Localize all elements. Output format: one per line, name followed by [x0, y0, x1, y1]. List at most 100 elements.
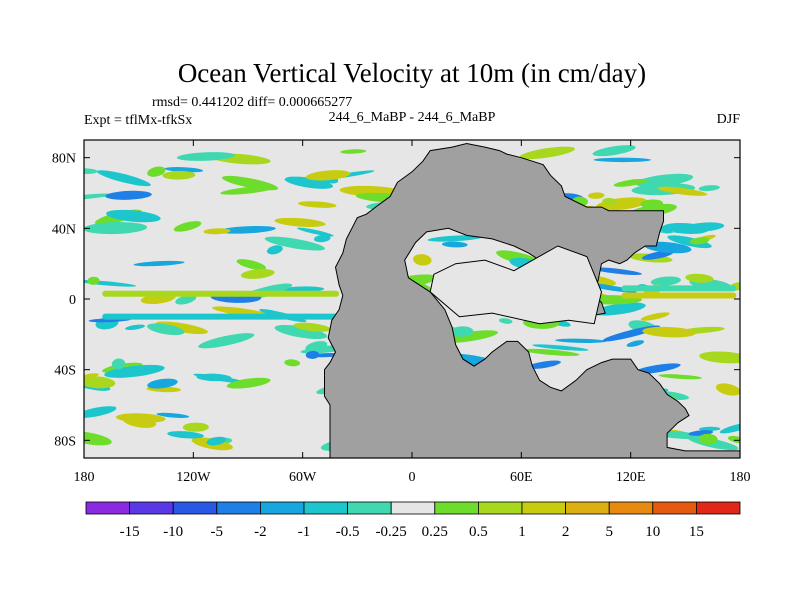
- equatorial-band: [102, 313, 340, 320]
- velocity-contour: [133, 260, 185, 267]
- colorbar-swatch: [216, 501, 261, 515]
- land-mask: [324, 142, 740, 458]
- case-label: 244_6_MaBP - 244_6_MaBP: [329, 110, 496, 125]
- colorbar-swatch: [259, 501, 305, 515]
- y-tick-label: 0: [69, 293, 76, 308]
- velocity-contour: [658, 374, 702, 380]
- velocity-contour: [719, 422, 740, 434]
- velocity-contour: [125, 324, 145, 331]
- velocity-contour: [284, 359, 301, 367]
- velocity-contour: [532, 344, 589, 351]
- colorbar-label: 0.25: [422, 524, 448, 540]
- velocity-contour: [217, 225, 276, 234]
- velocity-contour: [146, 323, 185, 336]
- velocity-contour: [698, 185, 720, 192]
- velocity-contour: [642, 326, 696, 338]
- colorbar-swatch: [477, 501, 523, 515]
- velocity-contour: [203, 228, 231, 235]
- velocity-contour: [198, 333, 255, 349]
- velocity-contour: [297, 227, 334, 237]
- velocity-contour: [236, 259, 267, 270]
- colorbar-swatch: [565, 501, 610, 515]
- velocity-contour: [689, 237, 710, 245]
- velocity-contour: [182, 422, 209, 432]
- colorbar-swatch: [390, 501, 436, 515]
- velocity-contour: [728, 435, 740, 444]
- velocity-contour: [84, 193, 114, 201]
- velocity-contour: [592, 145, 636, 157]
- velocity-contour: [84, 376, 116, 389]
- x-tick-label: 60W: [289, 470, 317, 485]
- x-tick-label: 180: [730, 470, 751, 485]
- colorbar-swatch: [434, 501, 479, 515]
- x-tick-label: 180: [74, 470, 95, 485]
- velocity-contour: [196, 373, 232, 382]
- colorbar-swatch: [696, 501, 741, 515]
- velocity-contour: [274, 217, 326, 227]
- colorbar-swatch: [652, 501, 697, 515]
- equatorial-band: [621, 285, 737, 292]
- velocity-contour: [206, 436, 227, 446]
- colorbar-label: -2: [254, 524, 267, 540]
- experiment-label: Expt = tflMx-tfkSx: [84, 113, 192, 128]
- velocity-contour: [264, 236, 325, 251]
- velocity-contour: [626, 340, 645, 347]
- colorbar-label: -0.25: [376, 524, 407, 540]
- velocity-contour: [284, 176, 334, 189]
- velocity-contour: [266, 245, 283, 255]
- map-panel: 180 120W 60W 0 60E 120E 180 80N 40N 0 40S 80S: [52, 139, 751, 485]
- velocity-contour: [662, 222, 709, 234]
- velocity-contour: [519, 146, 575, 160]
- velocity-contour: [650, 276, 681, 286]
- velocity-contour: [698, 426, 721, 432]
- velocity-contour: [105, 190, 152, 200]
- x-axis: 180 120W 60W 0 60E 120E 180: [74, 140, 751, 485]
- velocity-contour: [593, 157, 652, 163]
- velocity-contour: [667, 235, 712, 249]
- velocity-contour: [413, 254, 432, 266]
- velocity-contour: [167, 431, 204, 439]
- season-label: DJF: [717, 112, 741, 127]
- velocity-contour: [640, 312, 670, 321]
- velocity-contour: [222, 175, 279, 191]
- velocity-contour: [156, 412, 190, 418]
- x-tick-label: 120W: [176, 470, 211, 485]
- y-tick-label: 80N: [52, 152, 76, 167]
- velocity-contour: [698, 433, 718, 445]
- velocity-contour: [84, 431, 112, 446]
- velocity-contour: [635, 173, 694, 187]
- colorbar-swatch: [85, 501, 130, 515]
- equatorial-band: [621, 292, 737, 299]
- velocity-contour: [340, 149, 367, 154]
- velocity-contour: [699, 351, 740, 364]
- colorbar-swatch: [521, 501, 566, 515]
- inland-sea: [429, 245, 603, 325]
- velocity-contour: [427, 235, 483, 242]
- velocity-contour: [450, 326, 474, 337]
- stats-label: rmsd= 0.441202 diff= 0.000665277: [152, 95, 352, 110]
- x-tick-label: 0: [409, 470, 416, 485]
- velocity-contour: [226, 377, 271, 389]
- y-tick-label: 40N: [52, 222, 76, 237]
- equatorial-band: [102, 290, 340, 297]
- x-tick-label: 60E: [510, 470, 533, 485]
- velocity-contour: [147, 378, 178, 389]
- colorbar-label: 1: [518, 524, 526, 540]
- velocity-contour: [633, 363, 681, 375]
- colorbar-label: -1: [298, 524, 311, 540]
- velocity-contour: [96, 170, 151, 187]
- y-axis: 80N 40N 0 40S 80S: [52, 152, 740, 449]
- velocity-contour: [441, 241, 468, 248]
- colorbar-label: -10: [163, 524, 183, 540]
- velocity-contour: [173, 221, 202, 232]
- velocity-contour: [591, 267, 642, 275]
- velocity-contour: [640, 199, 664, 209]
- velocity-contour: [313, 234, 331, 243]
- colorbar-label: 5: [605, 524, 613, 540]
- colorbar-label: 2: [562, 524, 570, 540]
- velocity-contour: [104, 364, 165, 378]
- y-tick-label: 40S: [54, 364, 76, 379]
- velocity-contour: [657, 186, 708, 196]
- colorbar-swatch: [608, 501, 654, 515]
